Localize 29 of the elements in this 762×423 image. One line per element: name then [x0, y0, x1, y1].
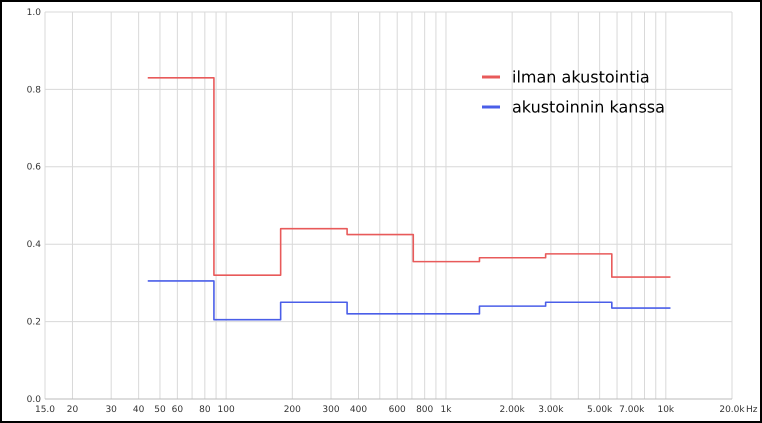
x-tick-label: 300 [322, 405, 340, 415]
y-tick-label: 0.6 [26, 162, 42, 173]
legend-label: ilman akustointia [512, 68, 650, 87]
legend-label: akustoinnin kanssa [512, 98, 665, 117]
y-tick-label: 0.2 [26, 317, 41, 328]
x-tick-label: 20.0k [719, 405, 746, 415]
x-tick-label: 100 [218, 405, 235, 415]
x-tick-label: 200 [284, 405, 302, 415]
y-tick-label: 0.8 [26, 85, 42, 96]
y-tick-label: 1.0 [26, 8, 42, 18]
x-tick-label: 30 [105, 405, 118, 415]
x-tick-label: 60 [172, 405, 184, 415]
y-tick-label: 0.0 [26, 394, 42, 405]
x-axis-title: Hz [746, 405, 758, 415]
x-tick-label: 50 [154, 405, 166, 415]
x-tick-label: 600 [388, 405, 406, 415]
x-tick-label: 800 [416, 405, 434, 415]
x-tick-label: 20 [66, 405, 78, 415]
x-tick-label: 400 [350, 405, 368, 415]
x-tick-label: 1k [440, 405, 452, 415]
x-tick-label: 7.00k [619, 405, 646, 415]
x-tick-label: 3.00k [538, 405, 564, 415]
x-tick-label: 5.00k [587, 405, 614, 415]
x-tick-label: 10k [657, 405, 675, 415]
y-tick-label: 0.4 [26, 240, 42, 250]
x-tick-label: 40 [132, 405, 145, 415]
x-tick-label: 80 [199, 405, 211, 415]
x-tick-label: 15.0 [34, 405, 56, 415]
x-tick-label: 2.00k [500, 405, 526, 415]
